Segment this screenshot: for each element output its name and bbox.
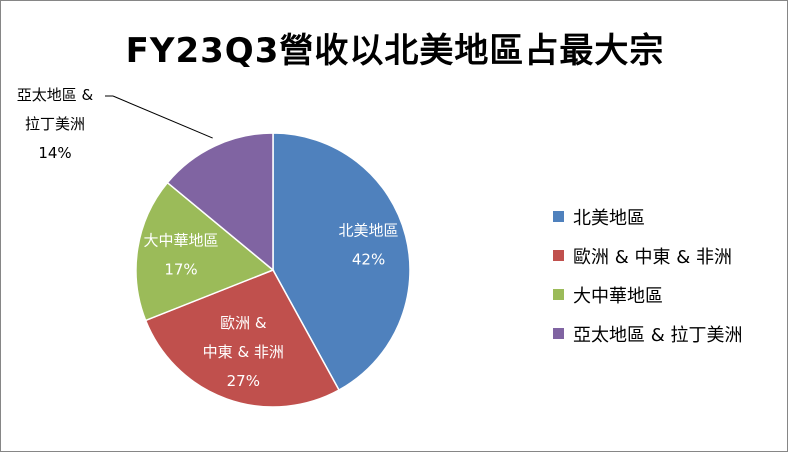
- data-label-apac-latam-value: 14%: [38, 144, 72, 162]
- leader-line-apac-latam: [112, 95, 213, 139]
- data-label-emea-line2: 中東 & 非洲: [203, 343, 284, 361]
- pie-slice-north-america: [272, 132, 411, 392]
- pie-slice-emea: [144, 269, 341, 408]
- pie-slices: [135, 132, 411, 408]
- legend-label-north-america: 北美地區: [573, 207, 645, 229]
- legend-swatch-emea: [553, 250, 564, 261]
- data-label-greater-china-line1: 大中華地區: [143, 231, 218, 249]
- slice-labels: 北美地區 42% 歐洲 & 中東 & 非洲 27% 大中華地區 17%: [105, 95, 399, 390]
- legend-label-apac-latam: 亞太地區 & 拉丁美洲: [573, 324, 743, 346]
- legend: 北美地區 歐洲 & 中東 & 非洲 大中華地區 亞太地區 & 拉丁美洲: [553, 197, 742, 353]
- data-label-emea-line1: 歐洲 &: [220, 314, 267, 332]
- data-label-greater-china-value: 17%: [164, 260, 197, 278]
- legend-item-apac-latam: 亞太地區 & 拉丁美洲: [553, 314, 742, 353]
- legend-item-greater-china: 大中華地區: [553, 275, 742, 314]
- legend-label-greater-china: 大中華地區: [573, 285, 663, 307]
- pie-slice-greater-china: [135, 181, 275, 322]
- legend-item-north-america: 北美地區: [553, 197, 742, 236]
- data-label-apac-latam-line2: 拉丁美洲: [24, 115, 85, 133]
- legend-swatch-north-america: [553, 211, 564, 222]
- chart-title: FY23Q3營收以北美地區占最大宗: [125, 31, 665, 71]
- legend-label-emea: 歐洲 & 中東 & 非洲: [573, 246, 732, 268]
- legend-swatch-greater-china: [553, 289, 564, 300]
- data-label-apac-latam-line1: 亞太地區 &: [16, 86, 94, 104]
- pie-slice-apac-latam: [166, 132, 274, 272]
- data-label-emea-value: 27%: [227, 372, 260, 390]
- legend-swatch-apac-latam: [553, 328, 564, 339]
- data-label-north-america-value: 42%: [352, 250, 385, 268]
- data-label-apac-latam: 亞太地區 & 拉丁美洲 14%: [7, 81, 103, 168]
- legend-item-emea: 歐洲 & 中東 & 非洲: [553, 236, 742, 275]
- data-label-north-america-line1: 北美地區: [339, 221, 399, 239]
